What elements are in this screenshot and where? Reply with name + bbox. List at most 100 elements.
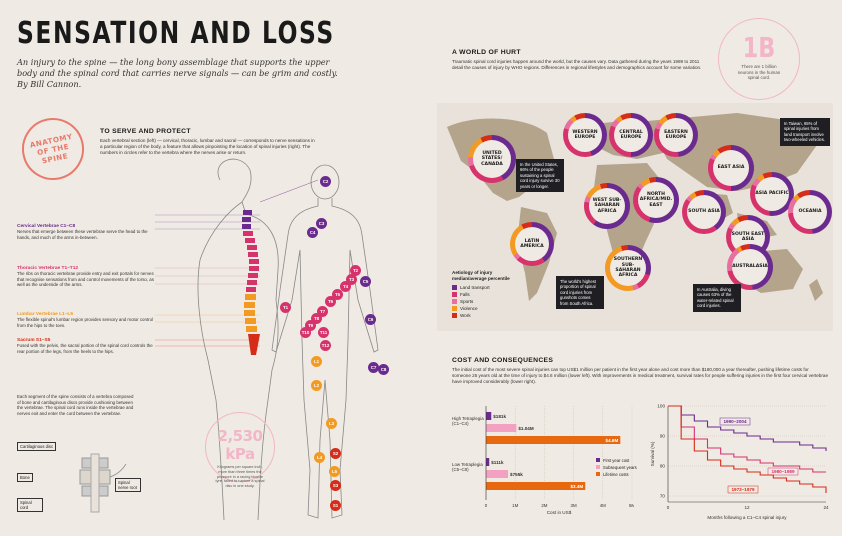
legend-land-transport: Land transport (452, 285, 522, 291)
part-spinal-cord: Spinal cord (17, 498, 43, 512)
kpa-stat: 2,530 kPa Kilograms per square inch, mor… (205, 412, 275, 488)
legend-label: Lifetime costs (603, 472, 629, 477)
y-tick-label: 100 (657, 404, 665, 409)
marker-t1: T1 (280, 302, 291, 313)
donut-east-asia-label: EAST ASIA (713, 150, 749, 186)
kpa-text: Kilograms per square inch, more than thr… (215, 465, 265, 489)
legend-title: Aetiology of injury median/average perce… (452, 270, 510, 281)
x-tick-label: 4M (600, 503, 606, 508)
legend-violence: Violence (452, 306, 522, 312)
cost-heading: COST AND CONSEQUENCES (452, 357, 554, 364)
legend-label: Falls (460, 292, 470, 298)
bar-first (486, 412, 492, 420)
anatomy-figure (155, 158, 379, 521)
legend-sports: Sports (452, 299, 522, 305)
donut-eastern-europe: EASTERN EUROPE (654, 113, 698, 157)
donut-western-europe: WESTERN EUROPE (563, 113, 607, 157)
marker-c7: C7 (368, 362, 379, 373)
donut-south-asia-label: SOUTH ASIA (687, 195, 721, 229)
callout-africa: The world's highest proportion of spinal… (556, 276, 604, 310)
marker-t8: T8 (311, 313, 322, 324)
x-tick-label: 0 (485, 503, 488, 508)
thoracic-label: Thoracic Vertebrae T1–T12 The ribs on th… (17, 266, 157, 288)
x-tick-label: 3M (571, 503, 577, 508)
swatch-land-transport (452, 285, 457, 291)
legend-label: Work (460, 313, 471, 319)
swatch-violence (452, 306, 457, 312)
donut-western-europe-label: WESTERN EUROPE (568, 118, 602, 152)
donut-latin-america: LATIN AMERICA (510, 222, 554, 266)
callout-taiwan: In Taiwan, 65% of spinal injuries from l… (780, 118, 830, 146)
anatomy-intro: Each vertebral section (left) — cervical… (100, 138, 315, 155)
marker-c6: C6 (365, 314, 376, 325)
donut-southern-africa-label: SOUTHERN SUB-SAHARAN AFRICA (610, 250, 646, 286)
x-tick-label: 5M (629, 503, 634, 508)
swatch-lifetime (596, 472, 600, 476)
anatomy-stamp: ANATOMY OF THE SPINE (16, 112, 90, 186)
donut-eastern-europe-label: EASTERN EUROPE (659, 118, 693, 152)
vertebra-detail (79, 453, 127, 513)
cost-intro: The initial cost of the most severe spin… (452, 367, 828, 384)
swatch-falls (452, 292, 457, 298)
donut-east-asia: EAST ASIA (708, 145, 754, 191)
marker-l4: L4 (314, 452, 325, 463)
legend-label: Land transport (460, 285, 490, 291)
bar-subsequent (486, 424, 517, 432)
world-intro: Traumatic spinal cord injuries happen ar… (452, 59, 702, 70)
callout-australia: In Australia, diving causes 63% of the w… (693, 284, 741, 312)
swatch-subsequent (596, 465, 600, 469)
marker-t12: T12 (320, 340, 331, 351)
series-label-box (767, 467, 799, 476)
cost-bar-chart: 0 1M 2M 3M 4M 5M Cost in US$ $181k $1.04M $4.6M $1… (485, 406, 634, 514)
bar-group-label-high: High Tetraplegia (C1–C4) (452, 416, 484, 427)
marker-l1: L1 (311, 356, 322, 367)
donut-north-africa-label: NORTH AFRICA/MID. EAST (638, 182, 674, 218)
bar-value-label: $4.6M (606, 438, 619, 443)
marker-t9: T9 (305, 320, 316, 331)
marker-t11: T11 (318, 327, 329, 338)
series-label: 1980–1989 (772, 469, 795, 474)
marker-t6: T6 (325, 296, 336, 307)
bar-lifetime (486, 482, 586, 490)
series-line (668, 405, 826, 473)
series-label: 1973–1979 (732, 487, 755, 492)
marker-c8: C8 (378, 364, 389, 375)
marker-c3: C3 (316, 218, 327, 229)
bar-value-label: $181k (493, 414, 506, 419)
disc-text: Each segment of the spine consists of a … (17, 394, 134, 416)
cost-legend-lifetime: Lifetime costs (596, 472, 640, 477)
donut-asia-pacific-label: ASIA PACIFIC (755, 177, 789, 211)
series-label-box (719, 417, 751, 426)
x-axis-label: Cost in US$ (547, 510, 572, 514)
donut-south-asia: SOUTH ASIA (682, 190, 726, 234)
cost-legend-first: First year cost (596, 458, 640, 463)
donut-australasia: AUSTRALASIA (727, 244, 773, 290)
x-tick-label: 1M (512, 503, 518, 508)
donut-us-canada: UNITED STATES/ CANADA (468, 135, 516, 183)
part-disc: Cartilaginous disc (17, 442, 57, 451)
swatch-first-year (596, 458, 600, 462)
donut-oceania-label: OCEANIA (793, 195, 827, 229)
donut-oceania: OCEANIA (788, 190, 832, 234)
legend-label: Sports (460, 299, 474, 305)
series-label: 1990–2004 (724, 419, 747, 424)
marker-s3: S3 (330, 480, 341, 491)
donut-us-canada-label: UNITED STATES/ CANADA (473, 140, 511, 178)
bar-group-label-low: Low Tetraplegia (C5–C8) (452, 462, 483, 473)
legend-label: Violence (460, 306, 478, 312)
sacrum-label: Sacrum S1–S5 Fused with the pelvis, the … (17, 338, 157, 354)
thoracic-text: The ribs on thoracic vertebrae provide e… (17, 271, 154, 288)
cervical-text: Nerves that emerge between these vertebr… (17, 229, 148, 240)
page-title: SENSATION AND LOSS (17, 16, 335, 51)
marker-l5: L5 (329, 466, 340, 477)
marker-l2: L2 (311, 380, 322, 391)
cervical-label: Cervical Vertebrae C1–C8 Nerves that eme… (17, 224, 157, 240)
y-tick-label: 80 (660, 464, 666, 469)
bar-value-label: $111k (491, 460, 504, 465)
neurons-value: 1B (742, 31, 776, 64)
donut-southern-africa: SOUTHERN SUB-SAHARAN AFRICA (605, 245, 651, 291)
donut-latin-america-label: LATIN AMERICA (515, 227, 549, 261)
series-label-box (727, 485, 759, 494)
swatch-sports (452, 299, 457, 305)
kpa-value: 2,530 kPa (217, 427, 263, 463)
